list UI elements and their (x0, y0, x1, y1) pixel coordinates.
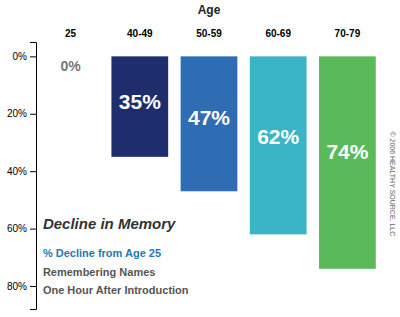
y-tick: 0% (13, 51, 36, 62)
bar (319, 56, 376, 268)
chart: 0% 35% 47% 62% 74% 0% 20% 40% 60% 80% 25 40-49 50-59… (0, 0, 400, 317)
y-tick-label: 40% (7, 166, 27, 177)
y-axis-line (30, 43, 37, 310)
y-tick: 60% (7, 223, 36, 234)
y-tick-label: 80% (7, 281, 27, 292)
y-tick: 20% (7, 108, 36, 119)
x-tick-label: 70-79 (335, 28, 361, 39)
y-tick-mark (30, 56, 36, 57)
bar (42, 56, 99, 57)
x-tick-label: 40-49 (127, 28, 153, 39)
title: Decline in Memory (43, 215, 176, 232)
annotation: Remembering Names (43, 266, 156, 278)
x-axis: 25 40-49 50-59 60-69 70-79 (65, 28, 361, 39)
bar (111, 56, 168, 156)
bar (181, 56, 238, 191)
x-tick: 50-59 (196, 28, 222, 39)
y-tick-mark (30, 171, 36, 172)
data-label: 62% (257, 125, 299, 148)
y-axis: 0% 20% 40% 60% 80% (7, 43, 37, 310)
y-tick: 40% (7, 166, 36, 177)
y-tick-mark (30, 229, 36, 230)
x-tick: 70-79 (335, 28, 361, 39)
y-tick-label: 0% (13, 51, 28, 62)
bar (250, 56, 307, 234)
subtitle: % Decline from Age 25 (43, 247, 161, 259)
x-tick-label: 25 (65, 28, 77, 39)
x-tick: 40-49 (127, 28, 153, 39)
data-label: 0% (60, 58, 81, 74)
plot-area (111, 56, 375, 268)
x-tick: 60-69 (265, 28, 291, 39)
x-axis-title: Age (198, 3, 221, 17)
y-tick: 80% (7, 281, 36, 292)
y-tick-mark (30, 286, 36, 287)
y-tick-mark (30, 114, 36, 115)
x-tick-label: 60-69 (265, 28, 291, 39)
copyright: © 2006 HEALTHY SOURCE, LLC (389, 131, 396, 236)
x-tick: 25 (65, 28, 77, 39)
data-label: 35% (119, 90, 161, 113)
data-label: 74% (326, 140, 368, 163)
annotation: One Hour After Introduction (43, 284, 189, 296)
y-tick-label: 20% (7, 108, 27, 119)
data-labels: 0% 35% 47% 62% 74% (60, 58, 368, 164)
y-tick-label: 60% (7, 223, 27, 234)
data-label: 47% (188, 106, 230, 129)
x-tick-label: 50-59 (196, 28, 222, 39)
